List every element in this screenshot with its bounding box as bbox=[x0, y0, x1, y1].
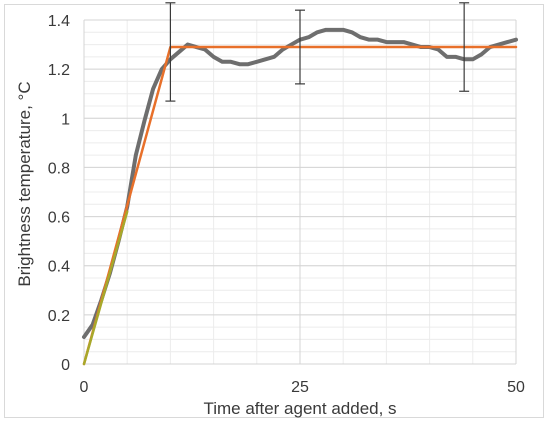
error-bars bbox=[165, 2, 470, 102]
y-tick-label: 0.2 bbox=[48, 308, 70, 325]
y-tick-label: 0.6 bbox=[48, 210, 70, 227]
x-axis-title: Time after agent added, s bbox=[203, 399, 396, 418]
y-axis-title: Brightness temperature, °C bbox=[15, 81, 34, 286]
x-tick-label: 25 bbox=[291, 379, 309, 396]
x-tick-label: 0 bbox=[80, 379, 89, 396]
x-tick-label: 50 bbox=[507, 379, 525, 396]
y-tick-label: 1 bbox=[61, 111, 70, 128]
major-gridlines bbox=[83, 19, 517, 365]
y-tick-label: 1.4 bbox=[48, 13, 70, 30]
y-tick-label: 1.2 bbox=[48, 62, 70, 79]
series-line-3 bbox=[82, 210, 129, 366]
y-tick-label: 0 bbox=[61, 357, 70, 374]
y-tick-label: 0.4 bbox=[48, 259, 70, 276]
y-tick-label: 0.8 bbox=[48, 160, 70, 177]
tick-labels: 0 0.2 0.4 0.6 0.8 1 1.2 1.4 0 25 50 bbox=[48, 13, 525, 396]
chart-frame bbox=[4, 4, 544, 418]
